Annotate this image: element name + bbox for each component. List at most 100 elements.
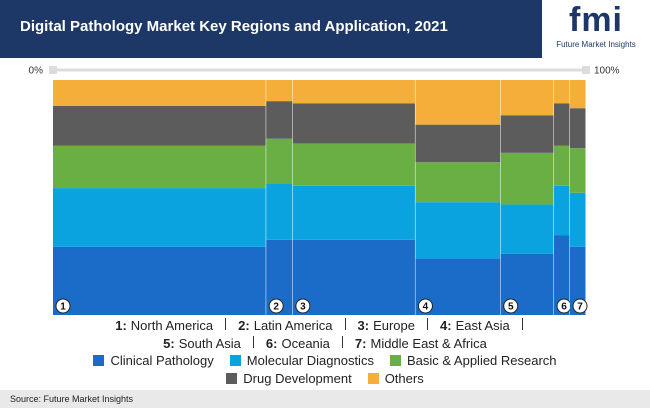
segment [53, 188, 267, 247]
segment [570, 148, 586, 193]
segment [292, 239, 416, 315]
region-key: 6 [266, 336, 282, 351]
segment [53, 246, 267, 315]
segment [500, 152, 555, 205]
region-key: 5 [163, 336, 179, 351]
separator [341, 336, 343, 348]
key-label: 3 [300, 302, 306, 313]
region-name: North America [130, 318, 214, 333]
segment [570, 108, 586, 149]
key-badge [268, 298, 284, 314]
x-tick-label: 100% [594, 66, 620, 77]
region-name: South Asia [178, 336, 241, 351]
legend-item: Basic & Applied Research [389, 353, 557, 368]
segment [554, 103, 571, 146]
legend-swatch [93, 355, 105, 366]
region-legend-item: 3Europe [358, 318, 416, 333]
region-legend-item: 1North America [115, 318, 213, 333]
segment [500, 80, 555, 116]
segment [53, 145, 267, 189]
separator [427, 318, 428, 330]
region-name: Oceania [281, 336, 330, 351]
key-badge [572, 298, 588, 314]
segment [415, 80, 501, 125]
segment [292, 103, 416, 144]
x-tick [582, 66, 590, 74]
separator [252, 336, 254, 348]
region-name: Europe [373, 318, 415, 333]
segment [570, 246, 586, 315]
legend-item: Molecular Diagnostics [229, 353, 374, 368]
segment [292, 143, 416, 186]
legend-label: Clinical Pathology [110, 353, 214, 368]
segment [266, 183, 293, 240]
key-badge [55, 298, 71, 314]
segment [570, 192, 586, 247]
logo: fmi Future Market Insights [542, 0, 650, 58]
legend-item: Others [367, 371, 424, 386]
region-key: 7 [355, 336, 371, 351]
legend-swatch [389, 355, 401, 366]
legend-label: Drug Development [243, 371, 352, 386]
region-key: 2 [238, 318, 254, 333]
x-tick [49, 66, 57, 74]
segment [53, 105, 267, 146]
region-legend: 5South Asia 6Oceania 7Middle East & Africa [0, 336, 650, 351]
key-label: 2 [273, 302, 279, 313]
segment [554, 145, 571, 186]
segment [292, 80, 416, 104]
region-key: 3 [358, 318, 374, 333]
segment [500, 204, 555, 254]
legend-item: Clinical Pathology [93, 353, 214, 368]
legend-swatch [226, 373, 238, 384]
region-key: 1 [115, 318, 131, 333]
key-label: 4 [423, 302, 429, 313]
segment [415, 202, 501, 259]
source-text: Source: Future Market Insights [10, 394, 134, 404]
segment [53, 80, 267, 106]
segment [554, 80, 571, 104]
segment [554, 235, 571, 315]
key-label: 6 [561, 302, 567, 313]
segment [415, 162, 501, 203]
key-label: 7 [577, 302, 583, 313]
key-badge [295, 298, 311, 314]
segment [266, 138, 293, 184]
region-name: Middle East & Africa [370, 336, 487, 351]
segment [292, 185, 416, 240]
logo-mark: fmi [569, 1, 623, 39]
region-legend-item: 2Latin America [238, 318, 332, 333]
segment [266, 101, 293, 139]
series-legend: Clinical Pathology Molecular Diagnostics B… [0, 353, 650, 368]
separator [521, 318, 523, 330]
region-legend-item: 5South Asia [163, 336, 241, 351]
segment [570, 80, 586, 109]
legend-swatch [367, 373, 379, 384]
region-legend-item: 6Oceania [266, 336, 330, 351]
separator [225, 318, 227, 330]
region-name: Latin America [253, 318, 333, 333]
logo-name: Future Market Insights [556, 40, 636, 49]
series-legend: Drug Development Others [0, 371, 650, 386]
segment [554, 185, 571, 236]
legend-item: Drug Development [226, 371, 352, 386]
chart-title: Digital Pathology Market Key Regions and… [20, 18, 448, 35]
legend-label: Molecular Diagnostics [246, 353, 374, 368]
chart: 0% 100% 1 2 3 4 5 6 7 [29, 66, 620, 315]
region-key: 4 [440, 318, 456, 333]
segment [500, 115, 555, 153]
segment [415, 124, 501, 163]
region-name: East Asia [455, 318, 510, 333]
region-legend: 1North America 2Latin America 3Europe 4East… [0, 318, 650, 333]
header: Digital Pathology Market Key Regions and… [0, 0, 650, 58]
segment [266, 80, 293, 102]
legend-label: Basic & Applied Research [406, 353, 557, 368]
legend-swatch [229, 355, 241, 366]
separator [344, 318, 346, 330]
key-badge [503, 298, 519, 314]
key-label: 1 [60, 302, 66, 313]
source: Source: Future Market Insights [0, 390, 650, 408]
region-legend-item: 4East Asia [440, 318, 510, 333]
legend-label: Others [384, 371, 424, 386]
